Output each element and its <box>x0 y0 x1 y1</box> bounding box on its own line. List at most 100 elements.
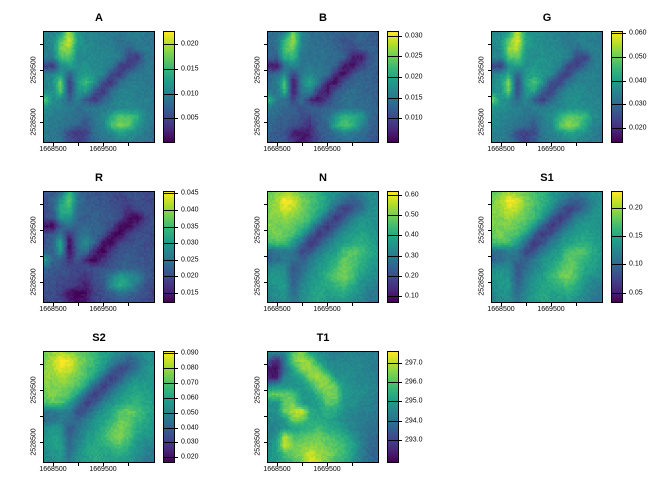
y-axis-tick <box>488 122 491 124</box>
legend-tick-line <box>387 276 399 277</box>
legend-tick-label: 0.015 <box>181 289 199 297</box>
legend-tick <box>175 243 178 245</box>
x-axis-label: 1669500 <box>313 146 341 153</box>
legend-tick-label: 0.070 <box>181 379 199 387</box>
legend-tick <box>623 292 626 294</box>
map-area <box>491 31 603 143</box>
legend-tick-label: 0.060 <box>629 29 647 37</box>
x-axis-label: 1668500 <box>263 466 291 473</box>
legend-tick-label: 0.025 <box>405 52 423 60</box>
legend-tick-label: 0.010 <box>181 90 199 98</box>
legend-tick <box>399 97 402 99</box>
map-area <box>43 31 155 143</box>
legend-tick-line <box>611 104 623 106</box>
y-axis-label: 2528500 <box>478 108 486 136</box>
legend-tick-label: 296.0 <box>405 378 423 386</box>
x-axis-tick <box>501 303 502 306</box>
legend-tick-line <box>163 353 175 355</box>
x-axis-tick <box>551 303 552 306</box>
legend-tick <box>399 235 402 237</box>
legend-tick <box>399 362 402 364</box>
legend-colorbar <box>163 31 175 143</box>
legend-tick-line <box>163 259 175 261</box>
legend-colorbar <box>387 31 399 143</box>
legend-tick-label: 295.0 <box>405 397 423 405</box>
x-axis-tick <box>103 303 104 306</box>
legend-tick-label: 294.0 <box>405 417 423 425</box>
y-axis-tick <box>40 70 43 72</box>
y-axis-tick <box>264 442 267 444</box>
x-axis-tick <box>302 143 303 146</box>
x-axis-tick <box>352 303 353 306</box>
x-axis-label: 1669500 <box>537 146 565 153</box>
legend-tick-label: 0.60 <box>405 191 419 199</box>
y-axis-tick <box>40 416 43 418</box>
x-axis-label: 1669500 <box>313 306 341 313</box>
legend-tick-label: 0.010 <box>405 114 423 122</box>
x-axis-tick <box>128 303 129 306</box>
map-area <box>267 31 379 143</box>
legend-tick-label: 0.020 <box>181 272 199 280</box>
panel-G: G 1668500 1669500 2529500 2528500 0.060 0.050… <box>448 0 672 160</box>
legend-tick-line <box>387 420 399 422</box>
legend-tick-label: 0.050 <box>629 53 647 61</box>
x-axis-tick <box>302 463 303 466</box>
y-axis-tick <box>40 282 43 284</box>
panel-T1: T1 1668500 1669500 2529500 2528500 297.0 296.… <box>224 320 448 480</box>
legend-tick-label: 0.40 <box>405 231 419 239</box>
legend-tick <box>175 226 178 228</box>
y-axis-label: 2529500 <box>30 56 38 84</box>
legend-tick-label: 0.060 <box>181 394 199 402</box>
legend-tick-label: 0.040 <box>629 77 647 85</box>
heatmap-canvas <box>268 32 378 142</box>
legend-tick-label: 0.30 <box>405 252 419 260</box>
legend-tick-line <box>611 264 623 266</box>
legend-tick-label: 0.05 <box>629 289 643 297</box>
legend-tick <box>175 457 178 459</box>
legend-tick-line <box>163 457 175 459</box>
legend-tick-line <box>163 368 175 370</box>
y-axis-tick <box>264 70 267 72</box>
legend-tick-label: 0.10 <box>405 292 419 300</box>
x-axis-tick <box>327 463 328 466</box>
x-axis-tick <box>501 143 502 146</box>
x-axis-tick <box>576 303 577 306</box>
panel-title: T1 <box>316 332 330 344</box>
y-axis-label: 2528500 <box>254 108 262 136</box>
legend-tick <box>399 296 402 298</box>
x-axis-label: 1668500 <box>487 306 515 313</box>
legend-tick-line <box>387 381 399 383</box>
y-axis-tick <box>40 122 43 124</box>
legend-tick-label: 0.015 <box>181 65 199 73</box>
legend-tick-line <box>387 194 399 196</box>
legend-tick-line <box>387 35 399 37</box>
legend-tick-line <box>611 80 623 82</box>
legend-tick <box>175 93 178 95</box>
y-axis-label: 2529500 <box>478 56 486 84</box>
legend-colorbar <box>387 351 399 463</box>
y-axis-tick <box>488 70 491 72</box>
y-axis-tick <box>40 230 43 232</box>
x-axis-tick <box>78 143 79 146</box>
x-axis-tick <box>302 303 303 306</box>
y-axis-label: 2528500 <box>254 428 262 456</box>
legend-tick-label: 297.0 <box>405 359 423 367</box>
legend-tick <box>399 381 402 383</box>
y-axis-label: 2528500 <box>30 108 38 136</box>
legend-tick-line <box>163 193 175 195</box>
panel-S1: S1 1668500 1669500 2529500 2528500 0.20 0.15 0… <box>448 160 672 320</box>
map-area <box>267 191 379 303</box>
legend-tick-line <box>387 362 399 364</box>
y-axis-tick <box>264 44 267 46</box>
legend-tick <box>399 439 402 441</box>
x-axis-label: 1668500 <box>39 466 67 473</box>
x-axis-label: 1669500 <box>89 306 117 313</box>
y-axis-tick <box>40 442 43 444</box>
legend-tick <box>623 33 626 35</box>
x-axis-tick <box>277 303 278 306</box>
heatmap-canvas <box>492 32 602 142</box>
y-axis-tick <box>264 256 267 258</box>
legend-tick-label: 0.020 <box>405 73 423 81</box>
legend-tick-label: 0.030 <box>181 239 199 247</box>
x-axis-tick <box>327 143 328 146</box>
